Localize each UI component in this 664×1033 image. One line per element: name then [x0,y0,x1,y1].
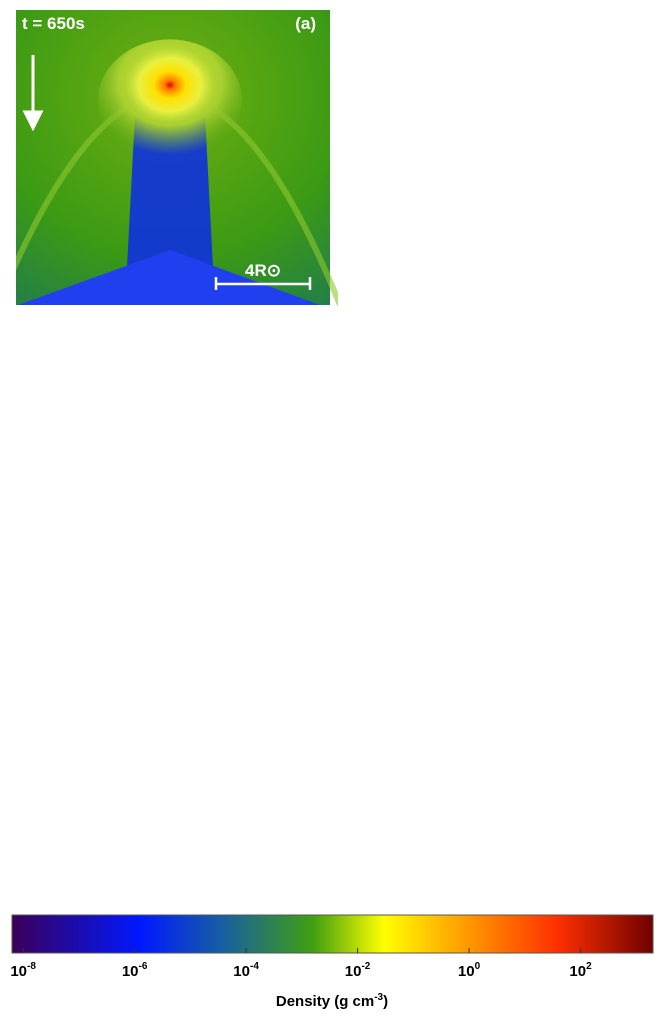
colorbar-title-end: ) [383,993,388,1010]
colorbar [11,914,654,954]
panel-background [8,612,330,910]
time-label: t = 2500s [348,318,420,337]
colorbar-tick-label: 10-2 [345,961,371,980]
shock-front [324,401,664,608]
panel-background [334,5,655,305]
dense-core [447,47,537,123]
panel: t = 6000s (f) [334,612,655,910]
panel-background [334,309,655,608]
scale-bar-label: 4R⊙ [245,261,281,280]
panel-letter: (d) [619,318,641,337]
time-label: t = 1700s [22,318,94,337]
time-label: t = 6000s [348,621,420,640]
tick-base: 10 [569,963,586,980]
dense-core [125,47,215,123]
time-label: t = 3500s [22,621,94,640]
low-density-region [125,529,215,608]
colorbar-title-text: Density (g cm [276,993,374,1010]
halo [457,679,527,749]
panel-background [8,309,330,608]
tick-exponent: -6 [139,961,148,972]
colorbar-title: Density (g cm-3) [276,992,388,1010]
halo [119,329,221,489]
tick-exponent: 2 [586,961,592,972]
dense-core [138,339,202,439]
dense-core [454,324,530,464]
colorbar-tick-label: 10-4 [233,961,259,980]
tick-base: 10 [233,963,250,980]
tick-exponent: 0 [475,961,481,972]
colorbar-tick-label: 100 [458,961,481,980]
halo [431,310,553,534]
colorbar-tick-label: 10-6 [122,961,148,980]
panels: t = 650s (a) t = 1000s (b) t = 1700s (c) t = 2… [0,5,664,910]
tick-base: 10 [122,963,139,980]
colorbar-tick-label: 10-8 [10,961,36,980]
panel: t = 3500s (e) [8,612,330,910]
tick-exponent: -8 [27,961,36,972]
panel: t = 1700s (c) [0,309,340,608]
envelope [412,635,572,895]
tick-base: 10 [458,963,475,980]
shock-front [0,399,340,609]
shock-front [324,95,664,305]
tick-exponent: -2 [361,961,370,972]
halo [125,663,215,753]
low-density-region [444,539,544,589]
time-label: t = 1000s [348,14,420,33]
panel-letter: (b) [619,14,641,33]
time-label: t = 650s [22,14,85,33]
colorbar-ticks: 10-8 10-6 10-4 10-2 100 102 [10,948,592,980]
panel-letter: (a) [295,14,316,33]
tick-exponent: -4 [250,961,259,972]
panel-letter: (e) [295,621,316,640]
low-density-region [447,115,537,305]
tick-base: 10 [10,963,27,980]
panel-background [334,612,655,910]
arrow [22,55,44,132]
low-density-region [18,250,320,305]
scale-bar [214,277,312,290]
panel: t = 2500s (d) [324,309,664,608]
dense-core [142,669,198,725]
panel: t = 650s (a) [16,10,338,307]
colorbar-tick-label: 102 [569,961,592,980]
colorbar-title-exponent: -3 [374,992,383,1003]
low-density-region [125,115,215,305]
panel-letter: (f) [624,621,641,640]
halo [420,39,564,161]
panel-letter: (c) [295,318,316,337]
dense-core [470,683,514,727]
panel: t = 1000s (b) [324,5,664,305]
envelope [90,627,250,887]
tick-base: 10 [345,963,362,980]
